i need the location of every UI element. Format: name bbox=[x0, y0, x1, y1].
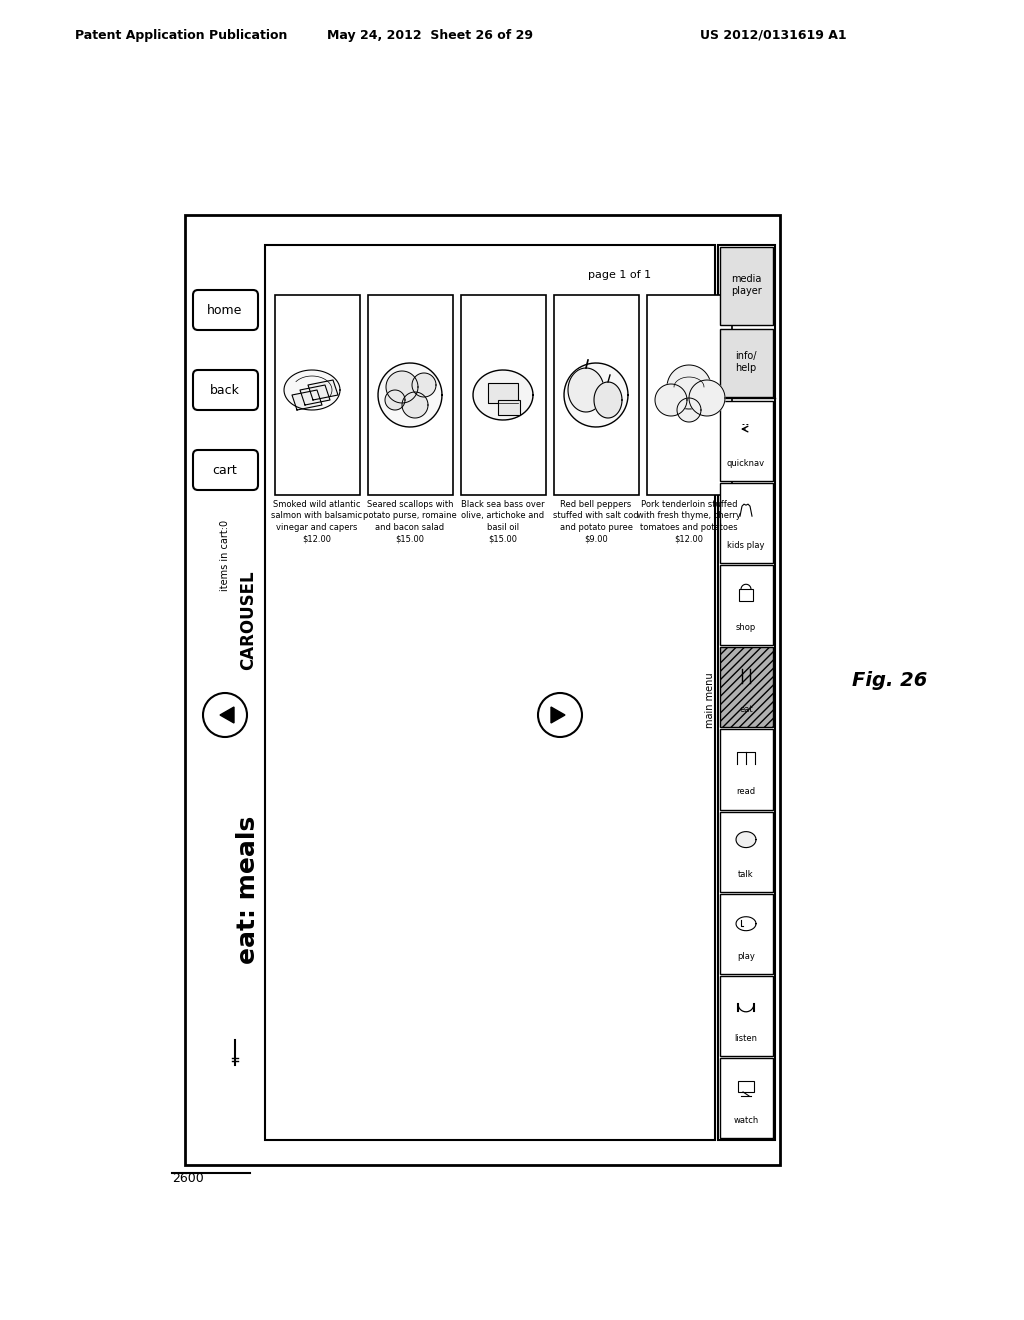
Bar bbox=[720, 647, 773, 727]
Polygon shape bbox=[473, 370, 534, 420]
Polygon shape bbox=[551, 708, 565, 723]
Text: shop: shop bbox=[736, 623, 756, 632]
Bar bbox=[720, 812, 773, 892]
Polygon shape bbox=[386, 371, 418, 403]
Text: home: home bbox=[207, 304, 243, 317]
Text: play: play bbox=[737, 952, 755, 961]
Polygon shape bbox=[568, 368, 604, 412]
Bar bbox=[720, 565, 773, 645]
Text: Pork tenderloin stuffed
with fresh thyme, cherry
tomatoes and potatoes
$12.00: Pork tenderloin stuffed with fresh thyme… bbox=[637, 500, 741, 544]
Bar bbox=[720, 247, 773, 325]
Bar bbox=[720, 730, 773, 809]
Text: 2600: 2600 bbox=[172, 1172, 204, 1185]
Bar bbox=[647, 294, 732, 495]
Text: cart: cart bbox=[213, 463, 238, 477]
Polygon shape bbox=[402, 392, 428, 418]
Text: CAROUSEL: CAROUSEL bbox=[239, 570, 257, 669]
Text: Fig. 26: Fig. 26 bbox=[852, 671, 928, 689]
Bar bbox=[185, 215, 780, 1166]
Bar bbox=[720, 975, 773, 1056]
Text: info/
help: info/ help bbox=[735, 351, 757, 372]
Text: listen: listen bbox=[734, 1034, 758, 1043]
Bar bbox=[368, 294, 453, 495]
FancyBboxPatch shape bbox=[193, 290, 258, 330]
Text: media
player: media player bbox=[731, 275, 762, 296]
Polygon shape bbox=[385, 389, 406, 411]
Text: Black sea bass over
olive, artichoke and
basil oil
$15.00: Black sea bass over olive, artichoke and… bbox=[461, 500, 545, 544]
Bar bbox=[275, 294, 360, 495]
Text: Seared scallops with
potato purse, romaine
and bacon salad
$15.00: Seared scallops with potato purse, romai… bbox=[364, 500, 457, 544]
Text: Red bell peppers
stuffed with salt cod
and potato puree
$9.00: Red bell peppers stuffed with salt cod a… bbox=[553, 500, 639, 544]
Polygon shape bbox=[655, 384, 687, 416]
Circle shape bbox=[538, 693, 582, 737]
Text: Smoked wild atlantic
salmon with balsamic
vinegar and capers
$12.00: Smoked wild atlantic salmon with balsami… bbox=[271, 500, 362, 544]
Text: talk: talk bbox=[738, 870, 754, 879]
Text: quicknav: quicknav bbox=[727, 459, 765, 469]
Polygon shape bbox=[736, 832, 756, 847]
Text: watch: watch bbox=[733, 1115, 759, 1125]
Text: back: back bbox=[210, 384, 240, 396]
Polygon shape bbox=[220, 708, 234, 723]
Bar bbox=[739, 589, 753, 602]
Bar bbox=[554, 294, 639, 495]
Text: eat: eat bbox=[739, 705, 753, 714]
Bar bbox=[461, 294, 546, 495]
Polygon shape bbox=[308, 380, 338, 400]
Text: eat: meals: eat: meals bbox=[236, 816, 260, 964]
Polygon shape bbox=[564, 363, 628, 426]
Bar bbox=[720, 483, 773, 564]
Polygon shape bbox=[667, 366, 711, 409]
FancyBboxPatch shape bbox=[193, 370, 258, 411]
Polygon shape bbox=[300, 385, 330, 405]
Polygon shape bbox=[412, 374, 436, 397]
Text: kids play: kids play bbox=[727, 541, 765, 550]
Bar bbox=[265, 246, 715, 1140]
FancyBboxPatch shape bbox=[193, 450, 258, 490]
Polygon shape bbox=[594, 381, 622, 418]
Text: read: read bbox=[736, 788, 756, 796]
Polygon shape bbox=[689, 380, 725, 416]
Bar bbox=[738, 1081, 754, 1092]
Polygon shape bbox=[677, 399, 701, 422]
Bar bbox=[720, 329, 773, 397]
Circle shape bbox=[203, 693, 247, 737]
Text: Patent Application Publication: Patent Application Publication bbox=[75, 29, 288, 41]
Bar bbox=[498, 400, 520, 414]
Polygon shape bbox=[284, 370, 340, 411]
Bar bbox=[720, 894, 773, 974]
Bar bbox=[718, 246, 775, 1140]
Bar bbox=[720, 1057, 773, 1138]
Text: May 24, 2012  Sheet 26 of 29: May 24, 2012 Sheet 26 of 29 bbox=[327, 29, 534, 41]
Text: items in cart:0: items in cart:0 bbox=[220, 520, 230, 590]
Text: page 1 of 1: page 1 of 1 bbox=[589, 271, 651, 280]
Text: main menu: main menu bbox=[705, 673, 715, 729]
Polygon shape bbox=[292, 389, 322, 411]
Bar bbox=[720, 401, 773, 480]
Text: US 2012/0131619 A1: US 2012/0131619 A1 bbox=[700, 29, 847, 41]
Polygon shape bbox=[378, 363, 442, 426]
Bar bbox=[488, 383, 518, 403]
